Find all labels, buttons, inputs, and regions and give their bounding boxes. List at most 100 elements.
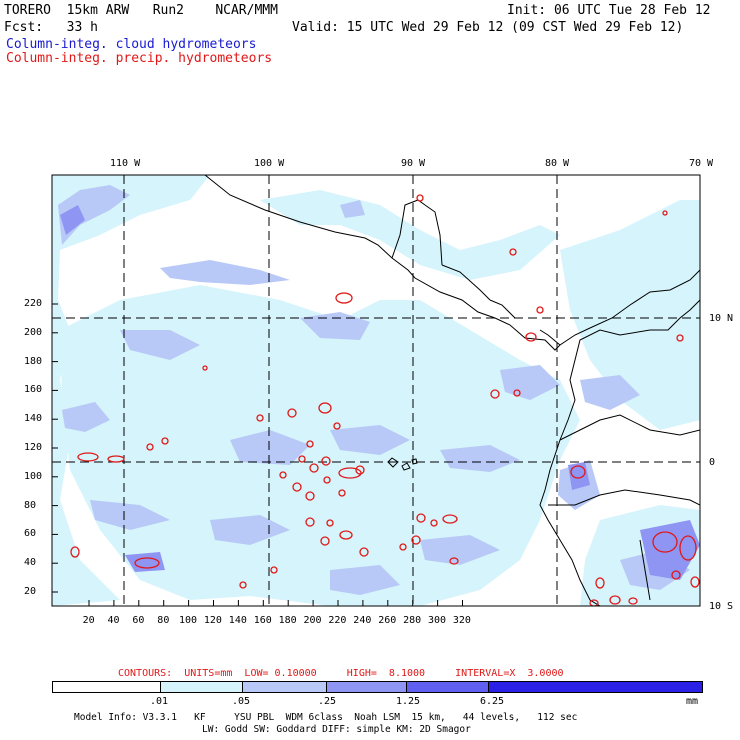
x-tick-label: 280 bbox=[403, 615, 422, 626]
cloud-band-northwest bbox=[58, 185, 130, 245]
colorbar-segment bbox=[52, 681, 161, 693]
colorbar-segment bbox=[242, 681, 327, 693]
precip-cell bbox=[536, 306, 544, 314]
precip-cell bbox=[309, 463, 319, 473]
x-tick-label: 100 bbox=[179, 615, 198, 626]
precip-cell bbox=[335, 292, 353, 304]
cloud-patch-6 bbox=[210, 515, 290, 545]
precip-cell bbox=[323, 476, 331, 484]
model-title: TORERO 15km ARW Run2 NCAR/MMM bbox=[4, 3, 278, 18]
y-tick-label: 200 bbox=[24, 326, 43, 338]
precip-cell bbox=[609, 595, 621, 605]
lon-label-80w: 80 W bbox=[545, 158, 570, 169]
y-tick-label: 100 bbox=[24, 470, 43, 482]
border-south-america-2 bbox=[548, 489, 700, 506]
precip-cell bbox=[305, 491, 315, 501]
coast-south-america bbox=[539, 299, 700, 606]
x-tick-label: 260 bbox=[378, 615, 397, 626]
precip-cell bbox=[306, 440, 314, 448]
precip-cell bbox=[70, 546, 80, 558]
valid-time: Valid: 15 UTC Wed 29 Feb 12 (09 CST Wed … bbox=[292, 20, 684, 35]
cloud-core-2 bbox=[640, 520, 700, 580]
cloud-core-4 bbox=[60, 205, 85, 235]
lon-label-110w: 110 W bbox=[110, 158, 141, 169]
precip-cell bbox=[202, 365, 208, 371]
precip-cell bbox=[270, 566, 278, 574]
precip-cell bbox=[279, 471, 287, 479]
precip-cell bbox=[359, 547, 369, 557]
y-tick-label: 80 bbox=[24, 499, 37, 511]
colorbar-segment bbox=[326, 681, 407, 693]
precip-contours bbox=[70, 194, 700, 606]
lon-label-70w: 70 W bbox=[689, 158, 714, 169]
precip-cell bbox=[490, 389, 500, 399]
y-tick-label: 120 bbox=[24, 442, 43, 453]
precip-cell bbox=[662, 210, 668, 216]
colorbar-label-4: 6.25 bbox=[480, 696, 505, 707]
precip-cell bbox=[679, 535, 697, 561]
colorbar-units: mm bbox=[686, 696, 699, 707]
precip-cell bbox=[256, 414, 264, 422]
x-tick-label: 120 bbox=[203, 615, 222, 626]
precip-cell bbox=[589, 599, 599, 606]
field-label-precip: Column-integ. precip. hydrometeors bbox=[6, 51, 273, 66]
x-tick-label: 220 bbox=[328, 615, 347, 626]
model-physics: LW: Godd SW: Goddard DIFF: simple KM: 2D… bbox=[202, 724, 471, 735]
y-tick-label: 40 bbox=[24, 557, 37, 569]
cloud-area-east bbox=[560, 200, 700, 430]
precip-cell bbox=[339, 530, 353, 540]
init-time: Init: 06 UTC Tue 28 Feb 12 bbox=[507, 3, 711, 18]
cloud-field bbox=[52, 175, 700, 606]
precip-cell bbox=[449, 557, 459, 565]
y-tick-label: 180 bbox=[24, 355, 43, 367]
colorbar-label-2: .25 bbox=[318, 696, 337, 707]
x-tick-label: 40 bbox=[107, 615, 120, 626]
precip-cell bbox=[595, 577, 605, 589]
colorbar-segment bbox=[160, 681, 243, 693]
colorbar-label-1: .05 bbox=[232, 696, 251, 707]
precip-cell bbox=[442, 514, 458, 524]
x-tick-label: 80 bbox=[157, 615, 170, 626]
precip-cell bbox=[411, 535, 421, 545]
x-tick-label: 240 bbox=[353, 615, 372, 626]
colorbar-label-0: .01 bbox=[150, 696, 169, 707]
cloud-patch-13 bbox=[62, 402, 110, 432]
lon-label-100w: 100 W bbox=[254, 158, 285, 169]
x-tick-label: 20 bbox=[82, 615, 95, 626]
cloud-patch-8 bbox=[330, 565, 400, 595]
x-tick-label: 160 bbox=[253, 615, 272, 626]
axis-ticks bbox=[52, 303, 463, 606]
lat-label-10n: 10 N bbox=[709, 313, 734, 324]
cloud-band-north-1 bbox=[160, 260, 290, 285]
precip-cell bbox=[298, 455, 306, 463]
lat-label-10s: 10 S bbox=[709, 601, 734, 612]
y-tick-label: 140 bbox=[24, 413, 43, 425]
precip-cell bbox=[525, 332, 537, 342]
precip-cell bbox=[628, 597, 638, 605]
y-tick-label: 20 bbox=[24, 586, 37, 597]
cloud-patch-3 bbox=[330, 425, 410, 455]
colorbar-segment bbox=[488, 681, 703, 693]
precip-cell bbox=[399, 543, 407, 551]
precip-cell bbox=[161, 437, 169, 445]
precip-cell bbox=[690, 576, 700, 588]
precip-cell bbox=[107, 455, 125, 463]
x-tick-label: 140 bbox=[228, 615, 247, 626]
cloud-patch-14 bbox=[340, 200, 365, 218]
precip-cell bbox=[509, 248, 517, 256]
precip-cell bbox=[326, 519, 334, 527]
precip-cell bbox=[318, 402, 332, 414]
x-tick-label: 320 bbox=[452, 615, 471, 626]
precip-cell bbox=[513, 389, 521, 397]
precip-cell bbox=[652, 531, 678, 553]
cloud-patch-10 bbox=[580, 375, 640, 410]
cloud-patch-4 bbox=[440, 445, 520, 472]
forecast-hour: Fcst: 33 h bbox=[4, 20, 98, 35]
cloud-band-north-2 bbox=[300, 312, 370, 340]
border-central-america-1 bbox=[391, 199, 426, 259]
precip-cell bbox=[671, 570, 681, 580]
cloud-area-north bbox=[260, 190, 560, 280]
precip-cell bbox=[305, 517, 315, 527]
field-label-cloud: Column-integ. cloud hydrometeors bbox=[6, 37, 257, 52]
